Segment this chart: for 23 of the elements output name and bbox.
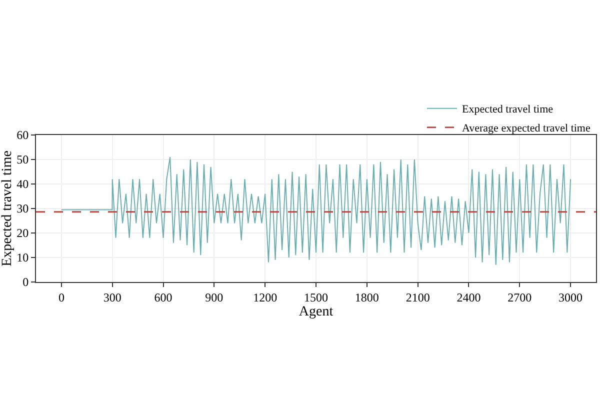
x-tick-label: 1800: [354, 290, 379, 304]
x-tick-label: 600: [154, 290, 172, 304]
legend-label: Average expected travel time: [462, 122, 590, 135]
y-tick-label: 30: [16, 202, 29, 216]
x-tick-label: 1200: [253, 290, 278, 304]
line-series: [60, 156, 572, 266]
x-tick-label: 2100: [406, 290, 430, 304]
x-tick-label: 300: [103, 290, 122, 304]
x-tick-label: 2700: [508, 290, 532, 304]
y-tick-label: 40: [16, 177, 29, 192]
legend-label: Expected travel time: [462, 104, 554, 116]
x-tick-label: 1500: [304, 290, 328, 304]
y-tick-label: 10: [16, 250, 29, 265]
x-tick-label: 2400: [456, 290, 481, 304]
y-tick-label: 50: [16, 152, 29, 167]
x-axis-title: Agent: [298, 304, 334, 320]
x-tick-label: 900: [205, 290, 224, 304]
y-tick-label: 20: [16, 226, 29, 240]
y-tick-label: 0: [22, 275, 29, 290]
y-tick-label: 60: [16, 128, 29, 142]
x-tick-label: 0: [58, 290, 64, 304]
y-axis-title: Expected travel time: [0, 150, 15, 266]
x-tick-label: 3000: [558, 290, 583, 304]
